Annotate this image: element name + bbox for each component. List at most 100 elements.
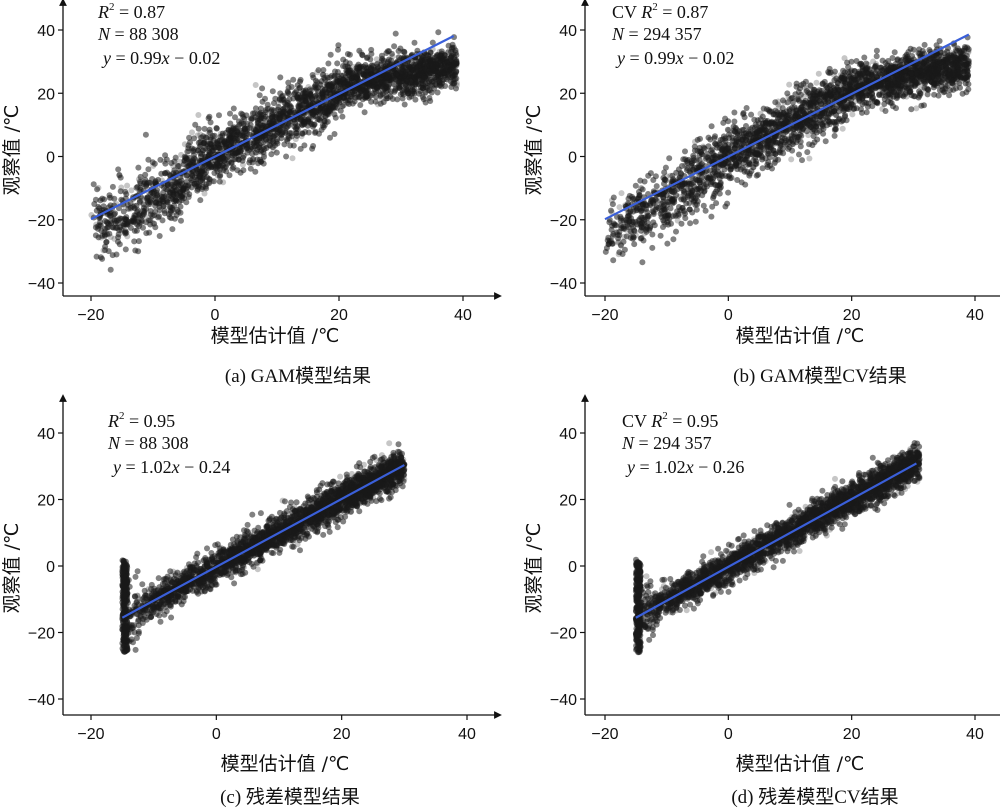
scatter-point: [115, 166, 122, 173]
scatter-point: [105, 248, 112, 255]
scatter-point: [331, 131, 338, 137]
scatter-point: [894, 56, 901, 63]
scatter-point: [363, 72, 370, 79]
x-tick-label: −20: [77, 307, 104, 324]
scatter-point: [450, 80, 457, 87]
scatter-point: [911, 82, 918, 89]
scatter-point: [116, 172, 123, 178]
scatter-point: [127, 224, 134, 231]
scatter-point: [312, 107, 319, 114]
scatter-point: [608, 207, 614, 214]
scatter-point: [227, 110, 233, 117]
scatter-point: [269, 114, 275, 121]
scatter-point: [122, 246, 129, 253]
scatter-point: [301, 142, 308, 149]
scatter-point: [819, 81, 826, 88]
scatter-point: [196, 173, 203, 180]
scatter-point: [380, 80, 387, 87]
scatter-point: [278, 93, 285, 100]
scatter-point: [697, 135, 703, 142]
scatter-point: [167, 204, 174, 211]
x-tick-label: 40: [454, 307, 472, 324]
scatter-point: [224, 160, 231, 167]
scatter-point: [322, 113, 329, 119]
scatter-point: [822, 138, 829, 145]
scatter-point: [151, 212, 158, 219]
scatter-point: [401, 101, 408, 108]
scatter-point: [115, 234, 122, 241]
scatter-point: [724, 200, 731, 207]
scatter-point: [630, 234, 637, 241]
scatter-point: [294, 95, 301, 102]
scatter-point: [150, 162, 157, 169]
scatter-point: [310, 143, 317, 149]
scatter-point: [289, 155, 296, 162]
scatter-point: [260, 115, 267, 122]
scatter-point: [643, 225, 650, 232]
scatter-point: [274, 140, 281, 147]
scatter-point: [339, 113, 346, 120]
scatter-point: [268, 151, 275, 158]
y-tick-label: −20: [28, 213, 55, 230]
scatter-point: [214, 137, 220, 144]
scatter-point: [111, 195, 118, 202]
scatter-point: [320, 71, 327, 78]
scatter-point: [445, 49, 452, 56]
scatter-point: [413, 68, 420, 75]
scatter-point: [99, 255, 106, 262]
scatter-point: [217, 172, 224, 179]
scatter-point: [230, 131, 237, 138]
scatter-point: [179, 192, 186, 199]
scatter-point: [709, 203, 716, 210]
scatter-point: [435, 29, 442, 36]
scatter-point: [339, 103, 346, 110]
scatter-point: [293, 130, 300, 137]
scatter-point: [693, 206, 700, 213]
scatter-point: [315, 67, 322, 74]
scatter-point: [692, 218, 699, 225]
scatter-point: [921, 41, 928, 48]
scatter-point: [189, 129, 195, 136]
scatter-point: [174, 163, 181, 170]
scatter-point: [120, 222, 127, 229]
scatter-point: [363, 92, 370, 99]
scatter-point: [165, 211, 172, 218]
scatter-point: [236, 132, 243, 139]
scatter-point: [637, 177, 644, 184]
scatter-point: [226, 136, 233, 143]
scatter-point: [144, 194, 151, 201]
scatter-point: [897, 87, 904, 94]
scatter-point: [318, 126, 325, 133]
scatter-point: [185, 142, 192, 149]
scatter-point: [186, 134, 193, 141]
scatter-point: [200, 140, 207, 147]
scatter-point: [213, 125, 220, 131]
scatter-point: [272, 95, 279, 102]
scatter-point: [797, 91, 804, 98]
scatter-point: [810, 126, 817, 133]
scatter-point: [327, 134, 333, 141]
scatter-point: [241, 115, 248, 122]
scatter-point: [185, 194, 192, 200]
scatter-point: [682, 148, 688, 155]
scatter-point: [824, 122, 830, 129]
scatter-point: [950, 81, 956, 87]
scatter-point: [205, 115, 212, 122]
scatter-point: [273, 149, 280, 156]
scatter-point: [667, 172, 674, 179]
scatter-point: [710, 195, 717, 201]
scatter-point: [652, 173, 659, 180]
scatter-point: [917, 90, 924, 97]
scatter-point: [310, 74, 317, 81]
scatter-point: [616, 204, 623, 211]
r2-symbol: R: [97, 2, 109, 22]
scatter-point: [109, 183, 116, 190]
scatter-point: [335, 42, 342, 49]
y-tick-label: 40: [37, 23, 55, 40]
scatter-point: [103, 219, 110, 225]
scatter-point: [673, 228, 679, 235]
scatter-point: [400, 72, 407, 79]
scatter-point: [412, 81, 419, 88]
scatter-point: [844, 104, 851, 111]
